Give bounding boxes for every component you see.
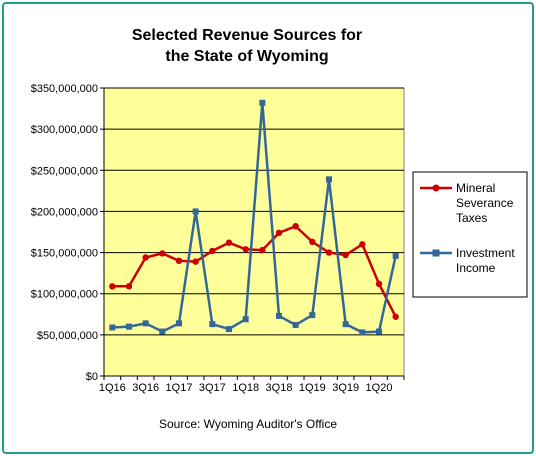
y-tick-label: $100,000,000 [31,289,98,301]
x-tick-label: 3Q19 [332,382,359,394]
chart-title-line1: Selected Revenue Sources for [132,27,362,44]
x-tick-label: 1Q18 [232,382,259,394]
y-tick-label: $150,000,000 [31,248,98,260]
data-point-mineral [309,238,316,246]
data-point-mineral [192,258,199,265]
y-axis-ticks: $0 $50,000,000 $100,000,000 $150,000,000 $20… [31,83,404,383]
y-tick-label: $50,000,000 [37,330,98,342]
data-point-mineral [242,246,249,253]
data-point-investment [376,328,382,335]
x-tick-label: 1Q16 [99,382,126,394]
x-tick-label: 3Q17 [199,382,226,394]
legend: Mineral Severance Taxes Investment Incom… [412,171,528,298]
data-point-investment [226,326,232,333]
legend-box [412,171,528,298]
x-tick-label: 3Q18 [266,382,293,394]
legend-label-investment-1: Investment [456,246,515,260]
data-point-investment [176,320,182,327]
data-point-mineral [392,313,399,320]
legend-marker-investment [432,249,440,257]
legend-label-mineral-2: Severance [456,196,514,210]
data-point-mineral [259,246,266,254]
y-tick-label: $250,000,000 [31,165,98,177]
series-layer [109,99,399,336]
data-point-investment [292,321,299,328]
data-point-investment [109,324,116,331]
data-point-investment [326,176,332,183]
series-investment [109,99,399,336]
x-axis-ticks: 1Q16 3Q16 1Q17 3Q17 1Q18 3Q18 1Q19 3Q19 1Q20 [99,376,405,394]
data-point-investment [242,316,249,323]
x-tick-label: 1Q17 [166,382,193,394]
data-point-mineral [359,241,366,248]
y-tick-label: $350,000,000 [31,83,98,95]
gridlines [104,87,404,336]
data-point-investment [209,321,216,328]
data-point-mineral [275,229,283,237]
data-point-investment [359,329,366,336]
y-tick-label: $0 [86,371,98,383]
data-point-investment [259,99,266,106]
data-point-mineral [125,283,133,290]
data-point-mineral [342,251,349,259]
x-tick-label: 3Q16 [132,382,159,394]
y-tick-label: $200,000,000 [31,206,98,218]
chart-title-line2: the State of Wyoming [165,48,328,65]
y-tick-label: $300,000,000 [31,124,98,136]
data-point-investment [159,328,166,335]
data-point-mineral [142,254,149,261]
data-point-mineral [325,249,333,256]
data-point-mineral [109,283,116,290]
series-mineral [109,223,399,320]
data-point-mineral [209,247,216,255]
data-point-investment [192,208,199,215]
data-point-mineral [159,250,166,257]
x-tick-label: 1Q19 [299,382,326,394]
chart-source: Source: Wyoming Auditor's Office [159,417,337,431]
data-point-mineral [375,280,383,288]
data-point-investment [276,312,282,319]
data-point-mineral [292,223,299,230]
legend-label-mineral-3: Taxes [456,211,487,225]
data-point-investment [392,252,399,259]
data-point-investment [126,323,132,330]
plot-area [103,87,405,377]
data-point-investment [142,320,149,327]
data-point-mineral [175,257,183,264]
legend-marker-mineral [432,184,440,192]
data-point-investment [342,321,349,328]
legend-label-mineral-1: Mineral [456,181,495,195]
data-point-investment [309,312,316,319]
data-point-mineral [225,239,233,246]
x-tick-label: 1Q20 [366,382,393,394]
legend-label-investment-2: Income [456,261,496,275]
